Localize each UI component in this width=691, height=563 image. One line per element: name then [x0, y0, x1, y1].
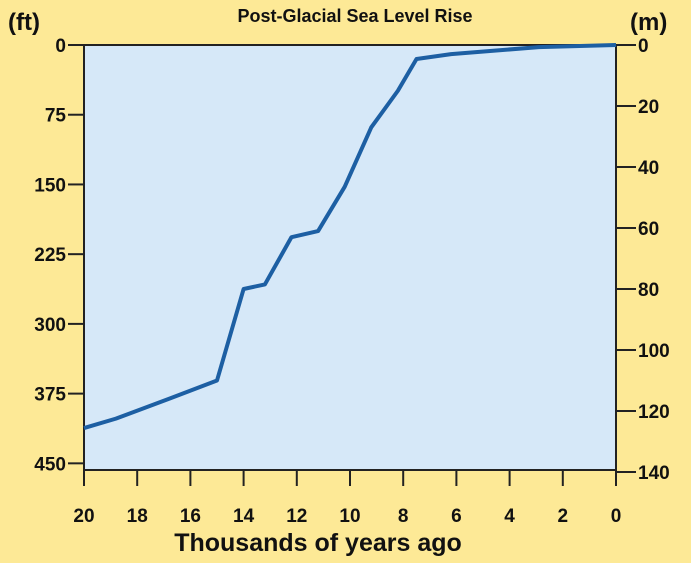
left-y-tick-label: 0	[55, 36, 66, 57]
x-tick-label: 20	[73, 506, 94, 527]
plot-area	[83, 44, 617, 471]
right-y-tick-label: 120	[638, 402, 670, 423]
x-tick-label: 8	[398, 506, 409, 527]
left-y-tick-label: 75	[45, 106, 67, 127]
x-tick-label: 2	[558, 506, 569, 527]
right-y-tick-label: 140	[638, 463, 670, 484]
x-tick-label: 14	[233, 506, 255, 527]
left-y-tick-label: 375	[34, 385, 66, 406]
left-axis-unit: (ft)	[8, 9, 40, 36]
right-axis-unit: (m)	[630, 9, 667, 36]
right-y-tick-label: 20	[638, 97, 659, 118]
x-tick-label: 18	[127, 506, 148, 527]
chart-title: Post-Glacial Sea Level Rise	[237, 6, 472, 26]
sea-level-line	[83, 43, 617, 430]
left-y-tick-label: 450	[34, 454, 66, 475]
left-y-tick-label: 300	[34, 315, 66, 336]
x-tick-label: 12	[286, 506, 307, 527]
right-y-tick-label: 60	[638, 219, 659, 240]
right-y-tick-label: 40	[638, 158, 659, 179]
right-y-tick-label: 100	[638, 341, 670, 362]
left-y-tick-label: 150	[34, 175, 66, 196]
x-tick-label: 6	[451, 506, 462, 527]
x-tick-label: 16	[180, 506, 201, 527]
x-tick-label: 0	[611, 506, 622, 527]
right-y-tick-label: 0	[638, 36, 649, 57]
left-y-tick-label: 225	[34, 245, 66, 266]
x-axis-label: Thousands of years ago	[174, 529, 462, 557]
x-tick-label: 10	[339, 506, 360, 527]
right-y-tick-label: 80	[638, 280, 659, 301]
x-tick-label: 4	[504, 506, 515, 527]
